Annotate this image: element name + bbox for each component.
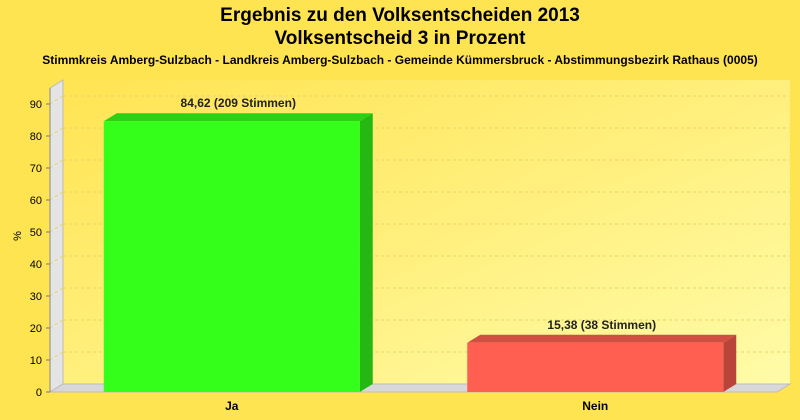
bar-top bbox=[103, 113, 373, 122]
data-label: 84,62 (209 Stimmen) bbox=[181, 96, 296, 110]
gridline-wall bbox=[49, 159, 64, 169]
y-tick-label: 10 bbox=[30, 355, 42, 367]
x-category-label: Ja bbox=[225, 399, 239, 413]
y-axis-label: % bbox=[12, 231, 24, 241]
bar-side bbox=[359, 113, 373, 392]
x-category-label: Nein bbox=[582, 399, 608, 413]
y-tick-label: 80 bbox=[30, 131, 42, 143]
y-tick-label: 20 bbox=[30, 323, 42, 335]
gridline-wall bbox=[49, 255, 64, 265]
y-tick-label: 70 bbox=[30, 163, 42, 175]
y-tick-label: 50 bbox=[30, 227, 42, 239]
y-tick-label: 30 bbox=[30, 291, 42, 303]
bar-top bbox=[467, 334, 737, 343]
chart-title: Ergebnis zu den Volksentscheiden 2013 bbox=[220, 5, 580, 26]
y-tick-label: 90 bbox=[30, 99, 42, 111]
gridline-wall bbox=[49, 287, 64, 297]
gridline-wall bbox=[49, 191, 64, 201]
gridline-wall bbox=[49, 351, 64, 361]
data-label: 15,38 (38 Stimmen) bbox=[547, 318, 656, 332]
bar-side bbox=[723, 334, 737, 392]
gridline-wall bbox=[49, 127, 64, 137]
bar-ja bbox=[103, 121, 360, 392]
y-tick-label: 0 bbox=[36, 387, 42, 399]
chart-caption: Stimmkreis Amberg-Sulzbach - Landkreis A… bbox=[42, 53, 758, 67]
y-tick-label: 40 bbox=[30, 259, 42, 271]
bar-nein bbox=[467, 342, 724, 392]
gridline-wall bbox=[49, 223, 64, 233]
gridline-wall bbox=[49, 319, 64, 329]
y-tick-label: 60 bbox=[30, 195, 42, 207]
left-wall bbox=[49, 79, 64, 393]
gridline-wall bbox=[49, 95, 64, 105]
chart-subtitle: Volksentscheid 3 in Prozent bbox=[274, 28, 526, 49]
